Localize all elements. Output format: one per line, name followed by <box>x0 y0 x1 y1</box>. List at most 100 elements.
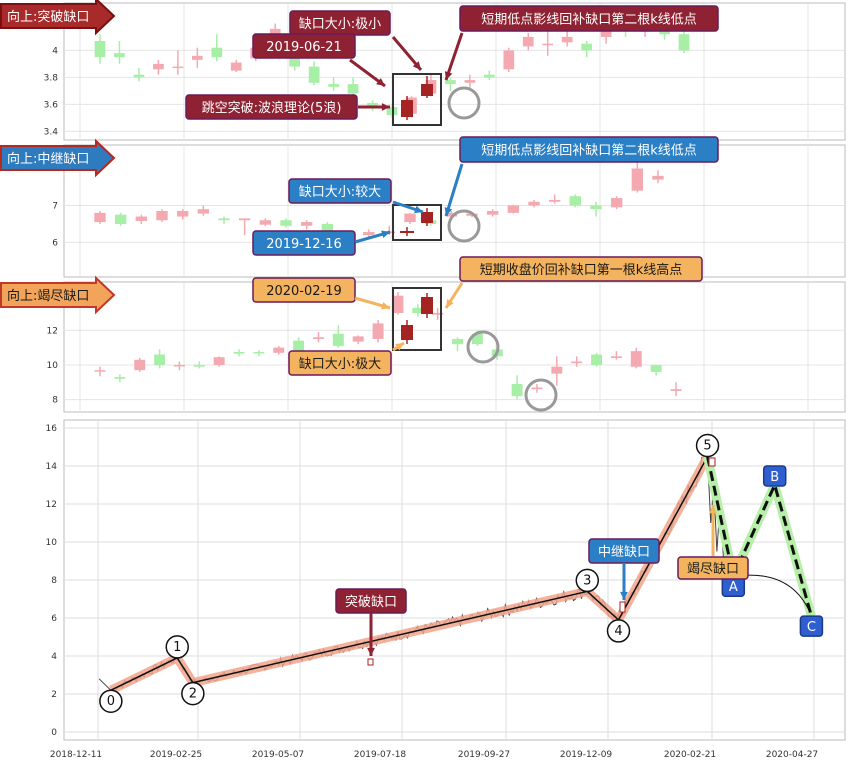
panel-title-badge <box>0 0 116 36</box>
candle-body <box>650 364 662 372</box>
annot-gap-size-2: 缺口大小:较大 <box>299 185 381 200</box>
candle-body <box>528 201 540 206</box>
candle-body <box>511 384 523 397</box>
candle-body <box>531 387 543 390</box>
candle-body <box>670 389 682 391</box>
gap-highlight-box-2 <box>392 204 442 241</box>
callout-exhaustion: 竭尽缺口 <box>687 562 739 577</box>
annot-date-1-arrow-head <box>376 78 385 86</box>
panel-4-ytick: 8 <box>51 576 57 586</box>
wave-label-2: 2 <box>189 687 197 702</box>
retest-circle-1 <box>447 86 481 120</box>
panel-3-ytick: 10 <box>47 361 59 371</box>
callout-exhaustion-box <box>677 556 749 580</box>
candle-body <box>134 359 146 371</box>
candle-body <box>94 370 106 372</box>
candle-body <box>114 53 125 58</box>
annot-breakout-1: 跳空突破:波浪理论(5浪) <box>202 100 342 116</box>
candle-body <box>631 168 644 191</box>
candle-body <box>133 74 145 78</box>
wave-point-0 <box>99 689 123 713</box>
candle-body <box>300 222 313 226</box>
candle-body <box>352 336 364 342</box>
annot-date-2: 2019-12-16 <box>266 237 342 252</box>
candle-body <box>273 347 285 353</box>
candle-body <box>191 55 203 60</box>
panel-4-xtick: 2019-02-25 <box>150 750 202 760</box>
candle-body <box>218 218 230 221</box>
panel-2-ytick: 6 <box>52 238 58 248</box>
panel-4-ytick: 2 <box>51 690 57 700</box>
panel-3-ytick: 8 <box>52 396 58 406</box>
candle-body <box>432 312 444 315</box>
wave-label-3: 3 <box>583 573 591 588</box>
candle-body <box>156 211 168 221</box>
candle-body <box>569 196 582 206</box>
candle-body <box>347 84 359 94</box>
panel-4-xtick: 2020-02-21 <box>664 750 716 760</box>
wave-label-0: 0 <box>107 694 115 709</box>
panel-4-xtick: 2019-09-27 <box>458 750 510 760</box>
candle-body <box>94 212 106 223</box>
callout-exhaustion-marker <box>708 457 716 467</box>
wave-label-4: 4 <box>614 624 622 639</box>
annot-gap-size-3: 缺口大小:极大 <box>299 357 381 372</box>
candle-body <box>522 36 534 47</box>
candle-body <box>486 211 499 215</box>
panel-4-xtick: 2019-07-18 <box>354 750 407 760</box>
abc-label-A: A <box>729 580 738 595</box>
panel-4-xtick: 2018-12-11 <box>50 750 102 760</box>
candle-body <box>367 102 378 108</box>
candle-body <box>289 57 301 67</box>
candle-body <box>328 84 339 87</box>
panel-title: 向上:突破缺口 <box>7 9 89 25</box>
panel-4-ytick: 10 <box>46 538 58 548</box>
candle-body <box>659 30 670 35</box>
candle-body <box>507 205 520 213</box>
annot-fill-2-arrow <box>444 163 464 217</box>
panel-4-xtick: 2020-04-27 <box>766 750 818 760</box>
candle-body <box>610 356 622 359</box>
annot-breakout-1-arrow-head <box>381 103 390 111</box>
gap-candle-3b-body <box>421 297 433 314</box>
annot-fill-2-box <box>459 136 719 163</box>
annot-fill-3-arrow-head <box>446 299 454 308</box>
candle-body <box>445 80 456 85</box>
candle-body <box>412 307 424 313</box>
candle-body <box>321 223 334 236</box>
annot-date-1: 2019-06-21 <box>266 40 342 55</box>
callout-continuation-marker <box>619 601 626 613</box>
callout-continuation-arrow-head <box>620 591 628 600</box>
panel-frame-1 <box>63 2 846 141</box>
candle-body <box>293 340 305 352</box>
gap-candle-1b-body <box>421 84 433 96</box>
candle-body <box>233 351 245 354</box>
candle-body <box>280 220 292 226</box>
candle-body <box>503 50 515 70</box>
candle-body <box>332 333 344 346</box>
callout-breakout-marker <box>367 658 374 666</box>
candle-body <box>313 337 324 339</box>
candle-body <box>551 366 563 374</box>
annot-gap-size-1-arrow-head <box>412 61 421 70</box>
panel-frame-2 <box>63 144 846 278</box>
candle-body <box>173 364 185 367</box>
candle-body <box>652 175 664 180</box>
panel-1-ytick: 3.4 <box>44 127 59 137</box>
candle-body <box>238 218 251 221</box>
wave-point-1 <box>165 635 189 659</box>
annot-gap-size-1: 缺口大小:极小 <box>299 17 381 32</box>
retest-circle-2 <box>447 209 481 243</box>
candle-body <box>176 211 189 217</box>
gap-candle-1a-body <box>401 100 413 117</box>
candle-body <box>404 213 416 223</box>
wave-line <box>110 456 709 691</box>
panel-4-xtick: 2019-12-09 <box>560 750 613 760</box>
candle-body <box>308 66 320 83</box>
abc-label-B: B <box>770 470 779 485</box>
wave-point-5 <box>695 433 720 458</box>
candle-body <box>114 377 126 379</box>
candle-body <box>211 47 223 58</box>
annot-date-3-arrow-head <box>381 302 390 310</box>
